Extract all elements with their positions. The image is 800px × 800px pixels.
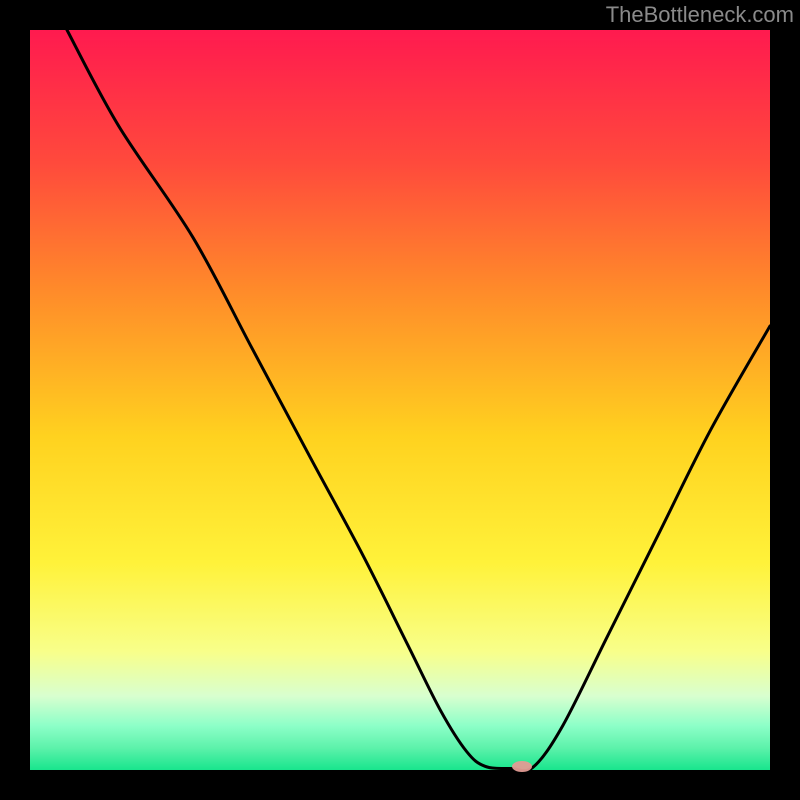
watermark-text: TheBottleneck.com [606, 2, 794, 28]
optimal-marker [512, 761, 532, 772]
chart-container: TheBottleneck.com [0, 0, 800, 800]
plot-area [30, 30, 770, 770]
bottleneck-curve [30, 30, 770, 770]
